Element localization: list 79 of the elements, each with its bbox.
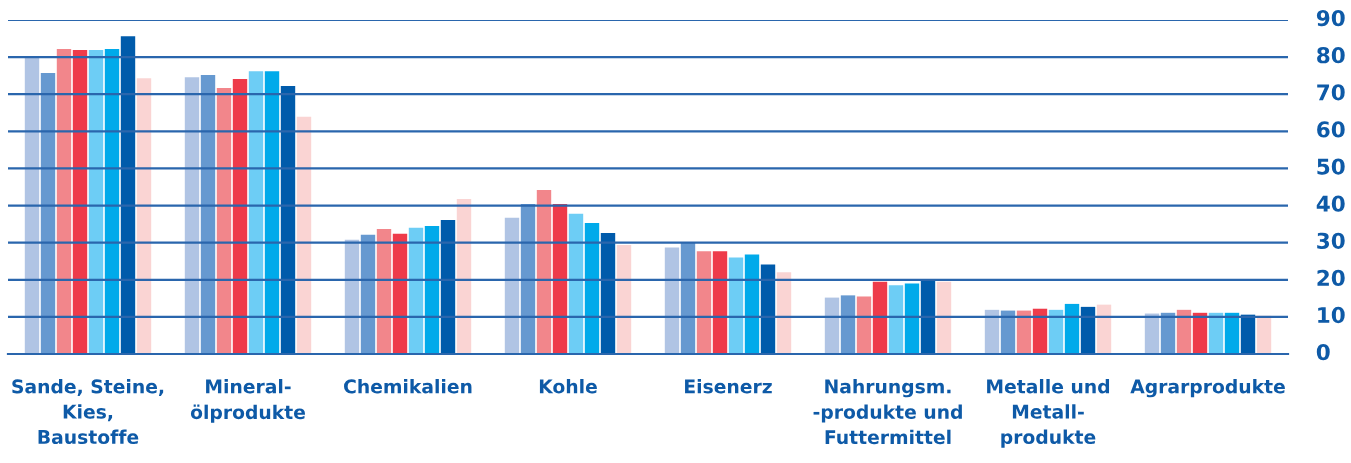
y-tick-label: 50 <box>1317 158 1345 175</box>
bar <box>536 189 552 354</box>
bar <box>712 251 728 354</box>
bar <box>280 86 296 354</box>
y-tick-label: 90 <box>1316 9 1345 27</box>
bar <box>664 247 680 354</box>
bar <box>248 71 264 354</box>
bar <box>1016 310 1032 354</box>
bar <box>904 283 920 354</box>
bar <box>984 309 1000 354</box>
x-tick-label: Agrarprodukte <box>1130 379 1285 398</box>
bar <box>216 87 232 354</box>
bar <box>56 48 72 354</box>
bar <box>120 36 136 354</box>
bar <box>392 233 408 354</box>
bar <box>824 297 840 354</box>
bar <box>1064 303 1080 354</box>
x-tick-label: Metalle und Metall- produkte <box>987 379 1110 448</box>
bar <box>872 281 888 354</box>
bar <box>440 220 456 354</box>
y-tick-label: 30 <box>1317 232 1345 249</box>
bar <box>696 251 712 354</box>
bar <box>408 227 424 354</box>
y-tick-label: 70 <box>1317 84 1345 101</box>
y-tick-label: 10 <box>1318 306 1345 324</box>
x-tick-label: Sande, Steine, Kies, Baustoffe <box>12 379 164 445</box>
bar <box>760 264 776 354</box>
bar <box>1048 309 1064 354</box>
bar <box>856 296 872 354</box>
bar <box>1224 312 1240 354</box>
bar <box>888 285 904 354</box>
bar <box>1176 309 1192 354</box>
bar <box>264 71 280 354</box>
bar <box>680 242 696 354</box>
bar <box>776 272 792 354</box>
bar <box>424 225 440 354</box>
bar <box>24 57 40 354</box>
bar <box>1192 312 1208 354</box>
bar <box>520 204 536 354</box>
bar <box>584 223 600 354</box>
bar <box>72 50 88 354</box>
x-tick-label: Kohle <box>539 379 597 394</box>
bar <box>600 233 616 354</box>
bar <box>744 254 760 354</box>
bar <box>1208 312 1224 354</box>
bar <box>1080 306 1096 354</box>
bar <box>184 77 200 354</box>
bar <box>936 281 952 354</box>
bar <box>296 116 312 354</box>
bar <box>1000 310 1016 354</box>
bar <box>376 228 392 354</box>
bar <box>1032 308 1048 354</box>
bar <box>88 50 104 354</box>
x-tick-label: Chemikalien <box>344 379 472 394</box>
y-tick-label: 40 <box>1316 195 1345 212</box>
bar <box>504 217 520 354</box>
bar <box>40 73 56 354</box>
bar <box>1096 304 1112 354</box>
bar <box>920 279 936 354</box>
bar <box>568 213 584 354</box>
bar <box>360 234 376 354</box>
bar <box>456 198 472 354</box>
y-tick-label: 80 <box>1317 47 1345 64</box>
bar <box>136 78 152 354</box>
bar <box>232 79 248 354</box>
bar <box>552 204 568 354</box>
bar <box>344 239 360 354</box>
y-tick-label: 20 <box>1317 269 1345 287</box>
y-tick-label: 60 <box>1317 121 1345 138</box>
bar <box>1160 312 1176 354</box>
bar <box>104 48 120 354</box>
bar <box>728 257 744 354</box>
x-tick-label: Eisenerz <box>685 379 772 394</box>
x-tick-label: Nahrungsm. -produkte und Futtermittel <box>813 379 962 445</box>
bar <box>616 244 632 354</box>
bar <box>840 295 856 354</box>
x-tick-label: Mineral- ölprodukte <box>190 379 305 423</box>
bar <box>200 74 216 354</box>
y-tick-label: 0 <box>1316 343 1330 361</box>
